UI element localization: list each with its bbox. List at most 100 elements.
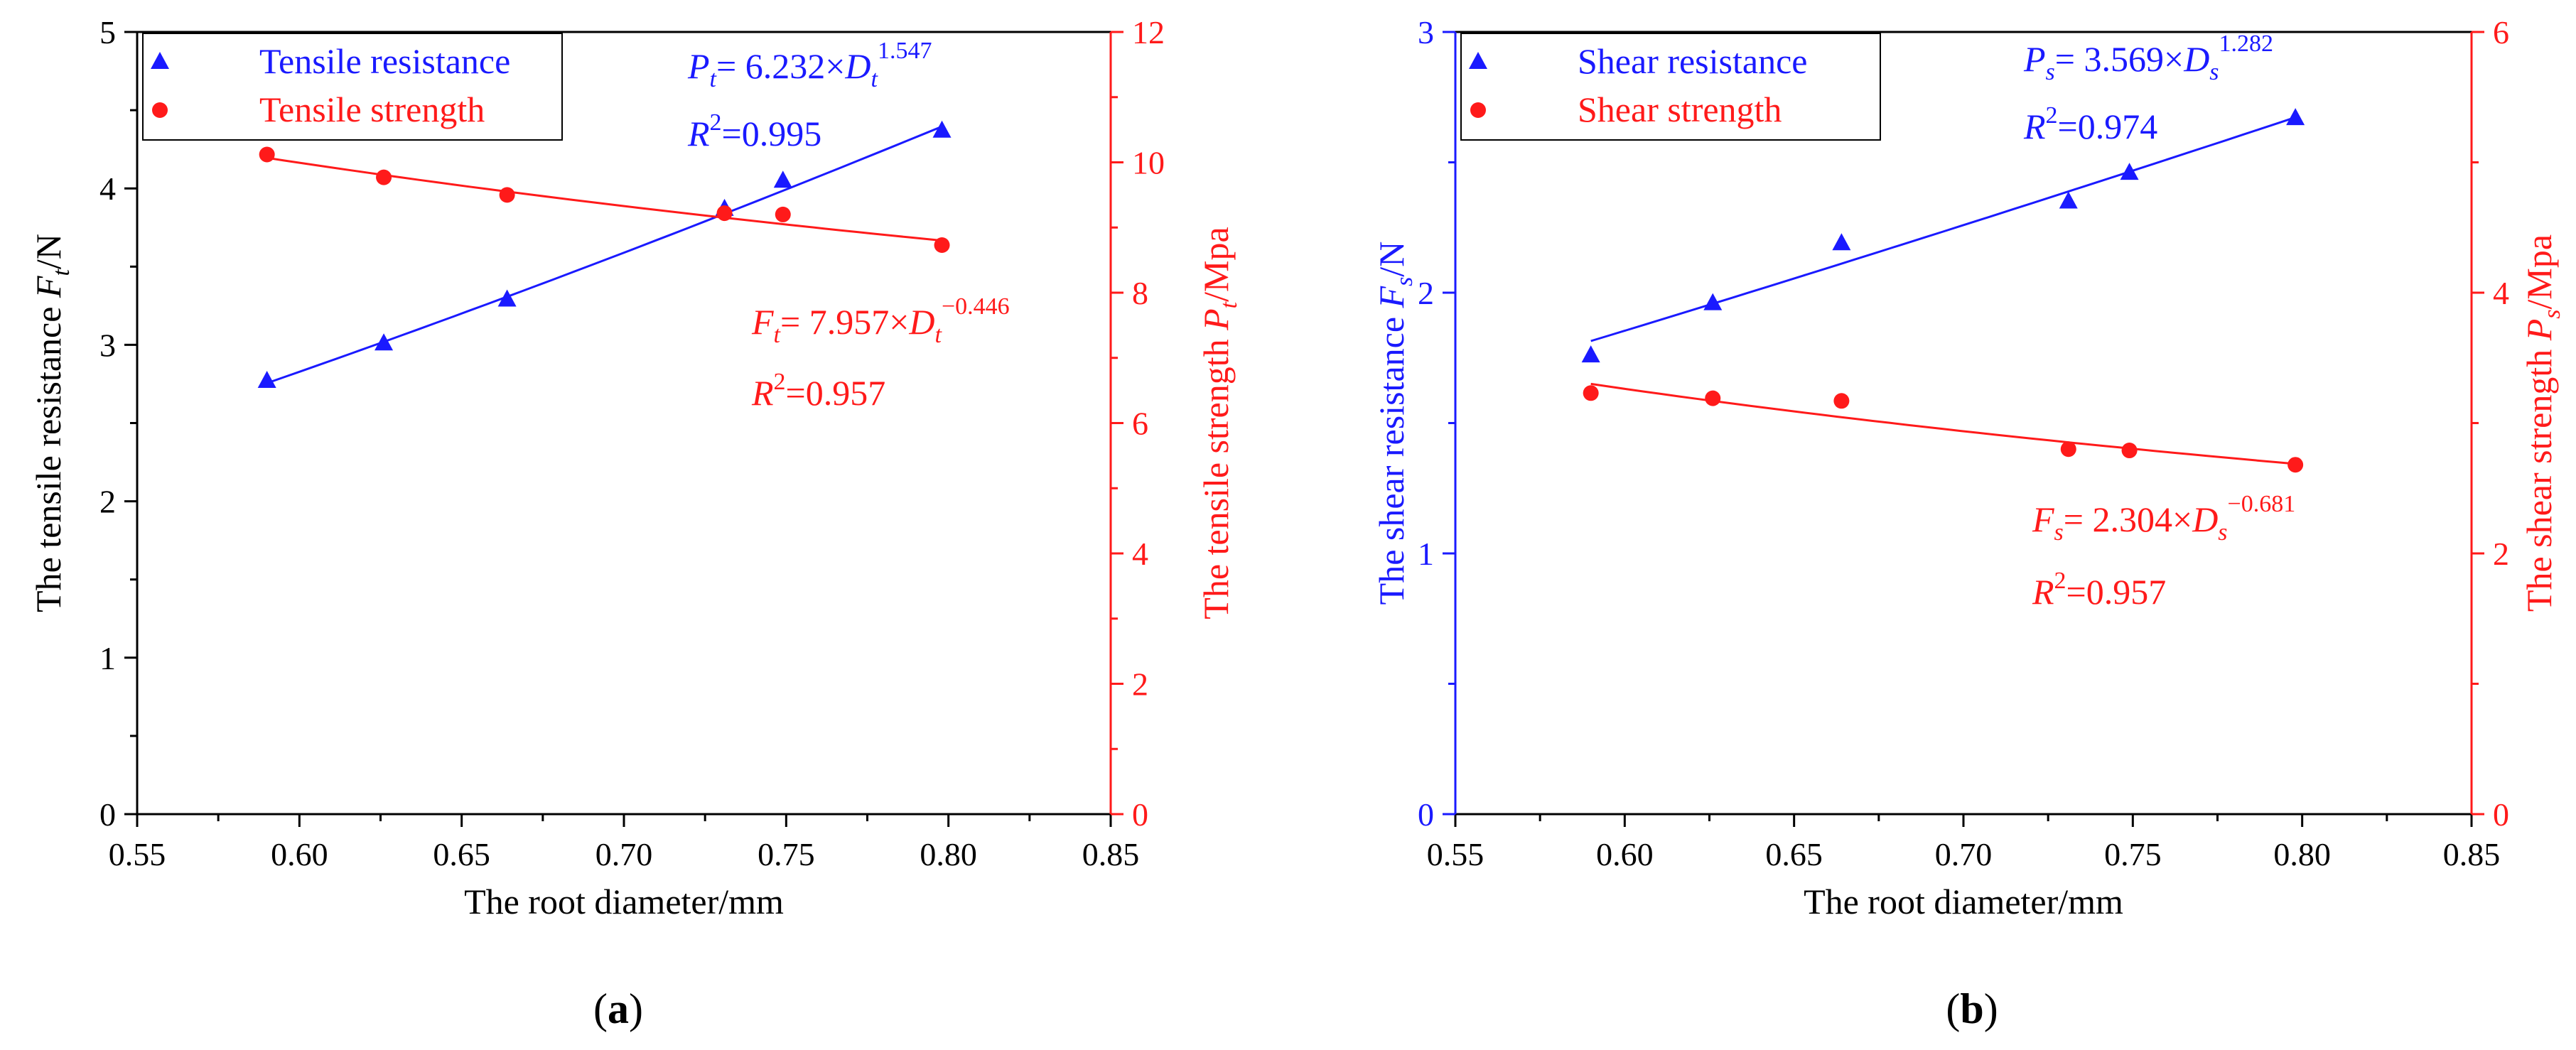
panel-b-chart: 0.55 0.60 0.65 0.70 0.75 0.80 0.85 The root dia… <box>1371 14 2565 921</box>
left-y-tick-label: 0 <box>99 796 116 833</box>
r2-value: =0.995 <box>722 114 822 153</box>
legend-entry-label: Shear strength <box>1578 90 1782 129</box>
r2-symbol: R <box>687 114 710 153</box>
r-squared: R2=0.974 <box>2023 102 2157 146</box>
left-y-tick-label: 0 <box>1418 796 1434 833</box>
left-y-tick-label: 2 <box>1418 275 1434 311</box>
right-y-tick-label: 2 <box>1132 666 1148 703</box>
left-y-tick-label: 1 <box>1418 536 1434 572</box>
data-point-circle <box>1705 390 1721 406</box>
x-tick-label: 0.70 <box>596 836 653 872</box>
data-point-triangle <box>1703 293 1723 310</box>
axis-title-unit: /Mpa <box>1196 227 1236 302</box>
data-point-triangle <box>2286 108 2305 126</box>
legend-marker-circle <box>1470 102 1486 118</box>
x-tick-label: 0.55 <box>109 836 166 872</box>
data-point-circle <box>376 169 392 185</box>
right-y-axis-title: The shear strength Ps/Mpa <box>2519 234 2565 612</box>
axis-title-variable: F <box>28 276 68 298</box>
right-y-tick-label: 4 <box>2493 275 2509 311</box>
right-y-tick-label: 2 <box>2493 536 2509 572</box>
data-point-circle <box>934 237 950 254</box>
axis-title-subscript: t <box>1216 301 1242 308</box>
data-point-triangle <box>1581 345 1600 363</box>
right-y-tick-label: 4 <box>1132 536 1148 572</box>
x-tick-label: 0.80 <box>2273 836 2331 872</box>
fit-equation: Pt= 6.232×Dt1.547 <box>687 38 932 92</box>
r2-value: =0.957 <box>2066 572 2167 612</box>
eq-variable: P <box>687 46 710 86</box>
fit-line-strength <box>266 156 942 242</box>
eq-coefficient: = 7.957× <box>780 302 909 342</box>
fit-equation: Fs= 2.304×Ds−0.681 <box>2032 491 2295 546</box>
eq-coefficient: = 6.232× <box>716 46 845 86</box>
r-squared: R2=0.957 <box>751 369 885 413</box>
data-point-triangle <box>497 289 517 307</box>
eq-exponent: 1.547 <box>878 38 932 64</box>
r2-symbol: R <box>2023 107 2046 146</box>
data-point-triangle <box>1832 233 1851 251</box>
axis-title-text: The tensile resistance <box>28 298 68 612</box>
right-y-tick-label: 12 <box>1132 14 1165 50</box>
eq-exponent: −0.446 <box>942 293 1010 320</box>
r2-exponent: 2 <box>2054 568 2066 594</box>
eq-exponent: −0.681 <box>2228 491 2296 517</box>
r2-exponent: 2 <box>774 369 786 395</box>
r-squared: R2=0.957 <box>2032 568 2166 612</box>
r-squared: R2=0.995 <box>687 109 821 153</box>
panel-a-chart: 0.55 0.60 0.65 0.70 0.75 0.80 0.85 The root dia… <box>28 14 1242 921</box>
right-y-tick-label: 0 <box>2493 796 2509 833</box>
axis-title-subscript: s <box>2539 309 2565 318</box>
fit-line-strength <box>1590 382 2296 465</box>
fit-equation: Ft= 7.957×Dt−0.446 <box>751 293 1010 348</box>
axis-title-text: The shear resistance <box>1371 308 1411 605</box>
x-tick-label: 0.80 <box>920 836 977 872</box>
left-y-tick-label: 5 <box>99 14 116 50</box>
eq-variable: D <box>2192 499 2218 539</box>
r2-value: =0.974 <box>2058 107 2158 146</box>
axis-title-variable: P <box>2519 319 2559 342</box>
axis-title-unit: /N <box>28 234 68 269</box>
data-point-circle <box>2060 441 2076 458</box>
left-y-tick-label: 2 <box>99 484 116 520</box>
x-tick-label: 0.55 <box>1427 836 1484 872</box>
left-y-tick-label: 3 <box>99 327 116 363</box>
data-point-circle <box>2287 457 2304 473</box>
data-point-triangle <box>2059 191 2078 209</box>
eq-subscript: s <box>2046 59 2055 85</box>
x-tick-label: 0.65 <box>1765 836 1823 872</box>
left-y-axis-title: The tensile resistance Ft/N <box>28 234 75 612</box>
left-y-axis-title: The shear resistance Fs/N <box>1371 242 1418 605</box>
eq-variable: D <box>908 302 934 342</box>
r2-value: =0.957 <box>786 373 886 413</box>
x-axis-title: The root diameter/mm <box>464 882 784 921</box>
axis-title-subscript: t <box>48 269 75 276</box>
right-y-tick-label: 8 <box>1132 275 1148 311</box>
axis-title-variable: P <box>1196 308 1236 331</box>
axis-title-text: The tensile strength <box>1196 330 1236 619</box>
eq-variable: P <box>2023 39 2046 79</box>
data-point-circle <box>775 206 791 222</box>
right-y-tick-label: 0 <box>1132 796 1148 833</box>
fit-line-resistance <box>266 125 943 384</box>
eq-variable: D <box>2183 39 2209 79</box>
right-y-tick-label: 6 <box>2493 14 2509 50</box>
eq-variable: F <box>751 302 774 342</box>
data-point-circle <box>716 205 733 222</box>
data-point-circle <box>259 146 275 163</box>
eq-exponent: 1.282 <box>2219 31 2274 57</box>
data-point-triangle <box>2120 163 2139 180</box>
legend-entry-label: Tensile resistance <box>259 41 510 81</box>
data-point-circle <box>1583 385 1599 401</box>
eq-subscript: s <box>2218 519 2227 546</box>
right-y-axis-title: The tensile strength Pt/Mpa <box>1196 227 1242 619</box>
legend-marker-circle <box>152 102 168 118</box>
axis-title-subscript: s <box>1391 277 1418 286</box>
legend-entry-label: Tensile strength <box>259 90 485 129</box>
data-point-circle <box>1833 393 1850 409</box>
eq-subscript: t <box>871 66 879 92</box>
data-point-triangle <box>932 120 952 138</box>
x-tick-label: 0.60 <box>271 836 328 872</box>
r2-exponent: 2 <box>2046 102 2058 129</box>
